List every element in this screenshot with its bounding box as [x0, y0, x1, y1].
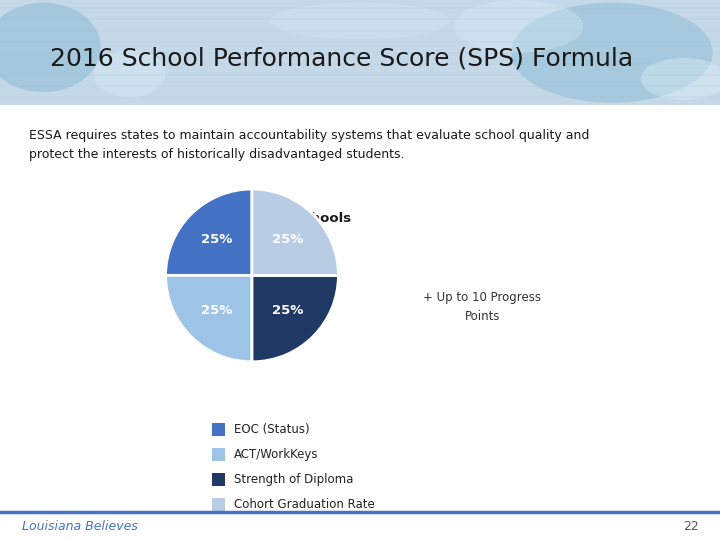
Ellipse shape — [511, 3, 713, 103]
Text: Strength of Diploma: Strength of Diploma — [234, 473, 354, 486]
FancyBboxPatch shape — [212, 423, 225, 436]
Text: Louisiana Believes: Louisiana Believes — [22, 519, 138, 532]
Ellipse shape — [0, 3, 101, 92]
Ellipse shape — [641, 58, 720, 100]
Ellipse shape — [454, 0, 583, 53]
Text: Cohort Graduation Rate: Cohort Graduation Rate — [234, 498, 374, 511]
Text: 25%: 25% — [201, 233, 233, 246]
FancyBboxPatch shape — [212, 498, 225, 511]
FancyBboxPatch shape — [212, 448, 225, 461]
FancyBboxPatch shape — [0, 0, 720, 105]
Text: 2016 School Performance Score (SPS) Formula: 2016 School Performance Score (SPS) Form… — [50, 47, 634, 71]
Ellipse shape — [270, 3, 450, 39]
Text: 25%: 25% — [271, 305, 303, 318]
Text: High Schools: High Schools — [254, 212, 351, 225]
Text: ACT/WorkKeys: ACT/WorkKeys — [234, 448, 318, 461]
Text: 22: 22 — [683, 519, 698, 532]
Wedge shape — [166, 189, 252, 275]
Text: 25%: 25% — [201, 305, 233, 318]
Wedge shape — [166, 275, 252, 362]
Ellipse shape — [94, 50, 166, 97]
Wedge shape — [252, 189, 338, 275]
Text: + Up to 10 Progress
Points: + Up to 10 Progress Points — [423, 292, 541, 323]
Text: 25%: 25% — [271, 233, 303, 246]
Text: EOC (Status): EOC (Status) — [234, 423, 310, 436]
Wedge shape — [252, 275, 338, 362]
Text: ESSA requires states to maintain accountability systems that evaluate school qua: ESSA requires states to maintain account… — [29, 129, 589, 161]
FancyBboxPatch shape — [212, 473, 225, 486]
